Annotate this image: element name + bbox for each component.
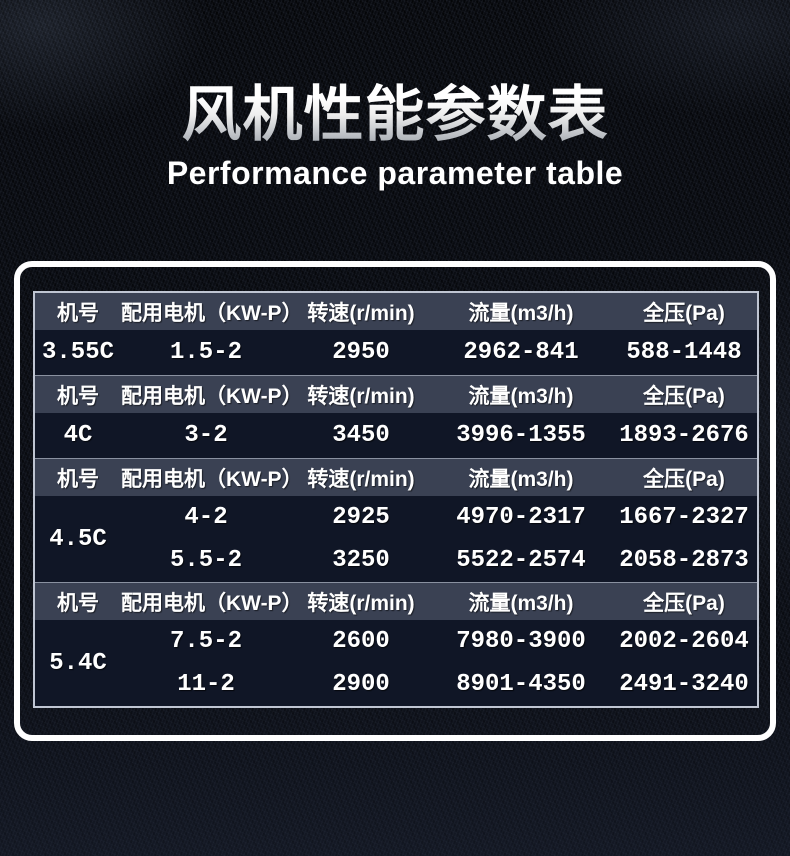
cell-motor: 5.5-2	[121, 539, 291, 583]
col-header-pressure: 全压(Pa)	[611, 582, 758, 620]
table-row: 4.5C 4-2 2925 4970-2317 1667-2327	[34, 496, 758, 583]
col-header-motor: 配用电机（KW-P）	[121, 292, 303, 330]
cell-motor: 3-2	[121, 413, 291, 459]
cell-flow: 4970-2317	[431, 496, 611, 539]
table-frame: 机号 配用电机（KW-P） 转速(r/min) 流量(m3/h) 全压(Pa) …	[14, 261, 776, 741]
col-header-motor: 配用电机（KW-P）	[121, 582, 303, 620]
cell-flow: 2962-841	[431, 330, 611, 376]
col-header-model: 机号	[34, 582, 121, 620]
col-header-flow: 流量(m3/h)	[431, 375, 611, 413]
cell-motor: 7.5-2	[121, 620, 291, 663]
cell-speed: 2950	[291, 330, 431, 376]
cell-pressure: 1667-2327	[611, 496, 758, 539]
cell-motor: 1.5-2	[121, 330, 291, 376]
header-row: 机号 配用电机（KW-P） 转速(r/min) 流量(m3/h) 全压(Pa)	[34, 582, 758, 620]
cell-pressure: 1893-2676	[611, 413, 758, 459]
cell-model: 3.55C	[34, 330, 121, 376]
cell-model: 4.5C	[34, 496, 121, 583]
cell-flow: 8901-4350	[431, 663, 611, 707]
col-header-flow: 流量(m3/h)	[431, 458, 611, 496]
col-header-pressure: 全压(Pa)	[611, 375, 758, 413]
cell-speed: 3250	[291, 539, 431, 583]
cell-flow: 7980-3900	[431, 620, 611, 663]
col-header-speed: 转速(r/min)	[291, 458, 431, 496]
col-header-flow: 流量(m3/h)	[431, 292, 611, 330]
title-block: 风机性能参数表 Performance parameter table	[0, 80, 790, 192]
page-subtitle: Performance parameter table	[166, 155, 624, 191]
cell-model: 4C	[34, 413, 121, 459]
table-row: 4C 3-2 3450 3996-1355 1893-2676	[34, 413, 758, 459]
col-header-pressure: 全压(Pa)	[611, 292, 758, 330]
cell-speed: 2600	[291, 620, 431, 663]
cell-pressure: 2491-3240	[611, 663, 758, 707]
table-row: 3.55C 1.5-2 2950 2962-841 588-1448	[34, 330, 758, 376]
table-row: 5.4C 7.5-2 2600 7980-3900 2002-2604	[34, 620, 758, 707]
col-header-motor: 配用电机（KW-P）	[121, 375, 303, 413]
performance-table: 机号 配用电机（KW-P） 转速(r/min) 流量(m3/h) 全压(Pa) …	[33, 291, 759, 708]
table-row: 5.5-2 3250 5522-2574 2058-2873	[34, 539, 758, 583]
table-row: 11-2 2900 8901-4350 2491-3240	[34, 663, 758, 707]
cell-speed: 2900	[291, 663, 431, 707]
header-row: 机号 配用电机（KW-P） 转速(r/min) 流量(m3/h) 全压(Pa)	[34, 375, 758, 413]
cell-speed: 3450	[291, 413, 431, 459]
col-header-speed: 转速(r/min)	[291, 582, 431, 620]
col-header-speed: 转速(r/min)	[291, 292, 431, 330]
col-header-speed: 转速(r/min)	[291, 375, 431, 413]
cell-pressure: 2002-2604	[611, 620, 758, 663]
header-row: 机号 配用电机（KW-P） 转速(r/min) 流量(m3/h) 全压(Pa)	[34, 458, 758, 496]
header-row: 机号 配用电机（KW-P） 转速(r/min) 流量(m3/h) 全压(Pa)	[34, 292, 758, 330]
cell-speed: 2925	[291, 496, 431, 539]
col-header-model: 机号	[34, 375, 121, 413]
cell-model: 5.4C	[34, 620, 121, 707]
cell-pressure: 588-1448	[611, 330, 758, 376]
page-title: 风机性能参数表	[181, 81, 609, 148]
cell-motor: 4-2	[121, 496, 291, 539]
cell-flow: 5522-2574	[431, 539, 611, 583]
col-header-motor: 配用电机（KW-P）	[121, 458, 303, 496]
cell-flow: 3996-1355	[431, 413, 611, 459]
col-header-model: 机号	[34, 292, 121, 330]
col-header-pressure: 全压(Pa)	[611, 458, 758, 496]
cell-motor: 11-2	[121, 663, 291, 707]
col-header-model: 机号	[34, 458, 121, 496]
cell-pressure: 2058-2873	[611, 539, 758, 583]
col-header-flow: 流量(m3/h)	[431, 582, 611, 620]
